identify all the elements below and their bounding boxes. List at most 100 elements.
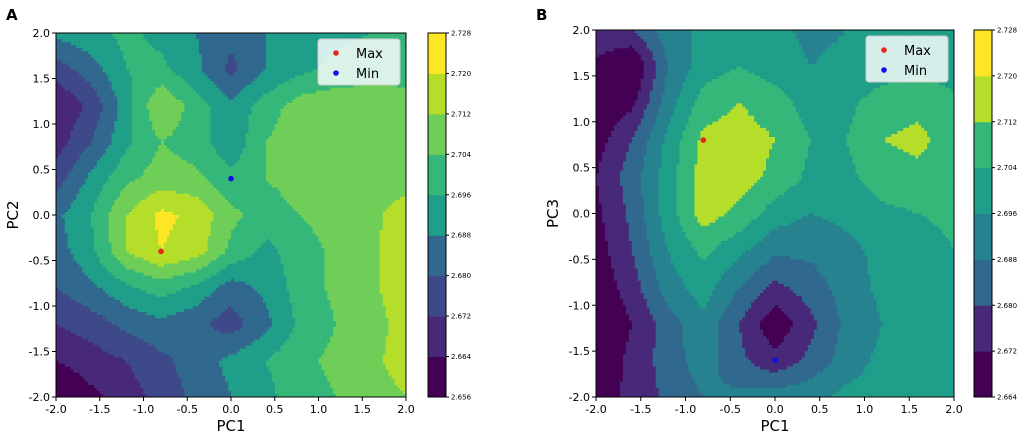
contour-cell [251, 33, 255, 37]
contour-cell [216, 93, 220, 98]
contour-cell [336, 84, 340, 89]
contour-cell [231, 93, 235, 98]
contour-cell [76, 96, 80, 101]
contour-cell [266, 36, 270, 40]
contour-cell [172, 111, 177, 116]
contour-cell [397, 99, 401, 104]
contour-cell [254, 87, 258, 92]
contour-cell [114, 63, 118, 67]
contour-cell [271, 51, 276, 55]
contour-cell [321, 96, 325, 101]
contour-cell [292, 60, 296, 64]
contour-cell [201, 105, 206, 110]
contour-cell [96, 117, 101, 122]
contour-cell [280, 51, 285, 55]
contour-cell [146, 81, 150, 86]
contour-cell [233, 60, 238, 64]
contour-cell [93, 69, 98, 74]
contour-cell [73, 39, 78, 43]
contour-cell [120, 84, 124, 89]
contour-cell [362, 84, 366, 89]
contour-cell [233, 111, 238, 116]
contour-cell [131, 84, 136, 89]
contour-cell [236, 54, 241, 58]
contour-cell [338, 87, 343, 92]
contour-cell [347, 93, 352, 98]
contour-cell [88, 96, 92, 101]
contour-cell [233, 51, 238, 55]
contour-cell [242, 105, 247, 110]
contour-cell [228, 87, 232, 92]
contour-cell [149, 99, 153, 104]
contour-cell [111, 87, 115, 92]
contour-cell [271, 36, 276, 40]
contour-cell [382, 90, 387, 95]
contour-cell [341, 36, 346, 40]
contour-cell [184, 33, 188, 37]
contour-cell [137, 63, 142, 67]
contour-cell [373, 114, 378, 119]
contour-cell [85, 111, 89, 116]
contour-cell [99, 33, 104, 37]
contour-cell [184, 90, 188, 95]
contour-cell [67, 93, 72, 98]
contour-cell [210, 39, 215, 43]
contour-cell [254, 57, 258, 61]
contour-cell [105, 33, 110, 37]
contour-cell [219, 42, 223, 46]
contour-cell [161, 36, 165, 40]
contour-cell [137, 69, 142, 74]
contour-cell [391, 99, 395, 104]
contour-cell [88, 60, 92, 64]
contour-cell [140, 69, 145, 74]
contour-cell [175, 69, 180, 74]
contour-cell [219, 63, 223, 67]
contour-cell [169, 81, 174, 86]
contour-cell [184, 75, 188, 80]
contour-cell [344, 99, 349, 104]
contour-cell [102, 48, 107, 52]
contour-cell [58, 114, 63, 119]
contour-cell [388, 93, 393, 98]
contour-cell [73, 87, 78, 92]
contour-cell [76, 87, 80, 92]
contour-cell [233, 87, 238, 92]
contour-cell [114, 81, 118, 86]
contour-cell [56, 75, 60, 80]
contour-cell [146, 87, 150, 92]
contour-cell [105, 93, 110, 98]
contour-cell [239, 39, 244, 43]
contour-cell [210, 108, 215, 113]
contour-cell [368, 36, 372, 40]
contour-cell [178, 57, 183, 61]
contour-cell [292, 66, 296, 70]
contour-cell [79, 66, 83, 70]
contour-cell [350, 111, 355, 116]
contour-cell [181, 87, 185, 92]
contour-cell [190, 99, 194, 104]
contour-cell [158, 102, 162, 107]
contour-cell [114, 114, 118, 119]
contour-cell [117, 87, 121, 92]
contour-cell [181, 108, 185, 113]
contour-cell [64, 69, 69, 74]
contour-cell [198, 102, 203, 107]
contour-cell [365, 108, 369, 113]
contour-cell [295, 108, 299, 113]
contour-cell [344, 114, 349, 119]
contour-cell [166, 75, 171, 80]
contour-cell [301, 96, 305, 101]
contour-cell [368, 102, 372, 107]
contour-cell [76, 93, 80, 98]
contour-cell [61, 42, 66, 46]
contour-cell [128, 60, 133, 64]
contour-cell [88, 54, 92, 58]
contour-cell [266, 102, 270, 107]
contour-cell [306, 72, 311, 77]
contour-cell [242, 114, 247, 119]
contour-cell [146, 48, 150, 52]
contour-cell [140, 108, 145, 113]
contour-cell [123, 78, 127, 83]
contour-cell [149, 72, 153, 77]
contour-cell [210, 60, 215, 64]
